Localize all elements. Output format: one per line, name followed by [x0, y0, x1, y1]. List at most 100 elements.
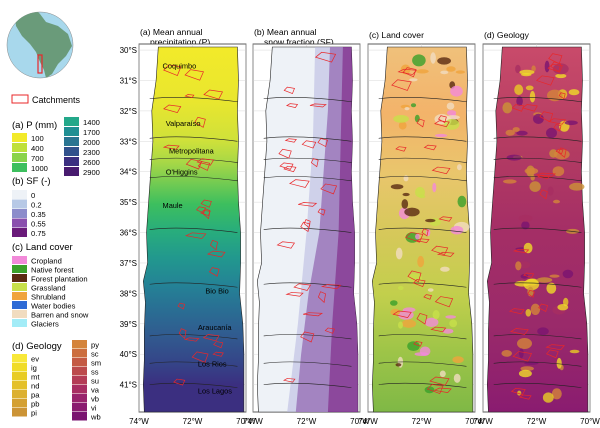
legend-snow-fraction: (b) SF (-) 00.20.350.550.75 [12, 176, 51, 238]
catchment-outline [421, 228, 429, 237]
region-boundary [378, 157, 467, 163]
cover-patch [452, 356, 464, 364]
cover-patch [520, 274, 529, 279]
region-boundary [378, 361, 467, 367]
cover-patch [440, 266, 450, 272]
legend-geology-swatch [72, 394, 87, 403]
lon-tick-label: 74°W [473, 417, 493, 426]
legend-landcover-swatch [12, 256, 27, 264]
catchment-outline [545, 344, 565, 351]
cover-patch [516, 96, 523, 106]
catchment-outline [203, 89, 224, 100]
catchment-outline [547, 63, 563, 73]
catchment-outline [298, 202, 318, 207]
cover-patch [516, 130, 528, 136]
catchment-outline [183, 337, 200, 342]
cover-patch [395, 247, 403, 260]
cover-patch [445, 315, 457, 319]
lat-tick-label: 36°S [120, 229, 137, 238]
cover-patch [418, 194, 426, 199]
legend-geology-swatch [12, 408, 27, 417]
cover-patch [446, 102, 455, 110]
lon-tick-label: 74°W [243, 417, 263, 426]
catchment-outline [555, 148, 564, 155]
region-boundary [149, 176, 238, 182]
legend-geology-label: sm [91, 359, 101, 368]
region-boundary [378, 227, 467, 233]
catchment-outline [285, 292, 304, 297]
catchment-outline [430, 326, 447, 333]
cover-patch [553, 199, 560, 204]
catchment-outline [282, 378, 296, 383]
legend-geology-swatch [72, 403, 87, 412]
catchment-outline [538, 303, 549, 312]
lon-tick-label: 72°W [412, 417, 432, 426]
country-shape [486, 46, 589, 413]
lon-tick-label: 72°W [297, 417, 317, 426]
catchment-outline [283, 86, 295, 95]
legend-precip-label: 2600 [83, 158, 100, 167]
catchment-outline [309, 103, 327, 108]
cover-patch [455, 70, 465, 74]
catchment-outline [433, 120, 450, 128]
region-boundary [493, 334, 582, 340]
cover-patch [410, 103, 417, 108]
cover-patch [530, 174, 535, 181]
legend-snow-label: 0.55 [31, 220, 46, 229]
cover-patch [553, 149, 570, 160]
legend-precip-label: 1000 [31, 164, 48, 173]
catchment-outline [558, 147, 567, 158]
catchment-outline [163, 104, 182, 114]
cover-patch [547, 186, 554, 196]
region-boundary [263, 361, 352, 367]
catchment-outline [191, 351, 209, 363]
catchment-outline [539, 189, 548, 200]
cover-patch [512, 127, 520, 132]
cover-patch [533, 113, 544, 124]
catchment-outline [536, 174, 551, 179]
catchment-outline [301, 140, 317, 149]
cover-patch [417, 255, 425, 268]
region-boundary [263, 176, 352, 182]
cover-patch [530, 303, 541, 315]
cover-patch [514, 280, 530, 287]
catchment-outline [536, 75, 555, 86]
legend-geology-swatch [72, 385, 87, 394]
legend-precip-swatch [64, 147, 79, 156]
lon-tick-label: 72°W [527, 417, 547, 426]
legend-landcover-label: Glaciers [31, 320, 59, 329]
legend-snow-label: 0.75 [31, 229, 46, 238]
region-boundary [149, 282, 238, 288]
region-boundary [378, 136, 467, 142]
catchment-outline [413, 341, 423, 347]
cover-patch [531, 65, 536, 72]
catchment-outline [285, 103, 299, 108]
cover-patch [414, 114, 420, 123]
catchment-outline [423, 294, 432, 300]
catchment-outline [423, 144, 437, 151]
inset-legend: Catchments [11, 94, 81, 105]
cover-patch [401, 319, 417, 328]
catchment-outline [283, 165, 297, 173]
region-boundary [263, 227, 352, 233]
legend-snow-label: 0.2 [31, 201, 42, 210]
catchment-outline [317, 208, 326, 216]
catchment-outline [523, 272, 535, 278]
cover-patch [398, 310, 414, 320]
legend-landcover-label: Cropland [31, 257, 62, 266]
legend-geology-label: py [91, 341, 99, 350]
legend-precip-label: 2900 [83, 168, 100, 177]
cover-patch [446, 115, 460, 120]
catchment-outline [314, 51, 337, 63]
catchment-outline [431, 245, 449, 256]
cover-patch [430, 52, 436, 64]
legend-precip-label: 700 [31, 154, 44, 163]
catchment-outline [519, 394, 532, 400]
region-boundary [493, 176, 582, 182]
catchment-outline [433, 387, 452, 394]
cover-patch [444, 119, 460, 130]
cover-patch [542, 392, 554, 403]
legend-geology-swatch [72, 367, 87, 376]
